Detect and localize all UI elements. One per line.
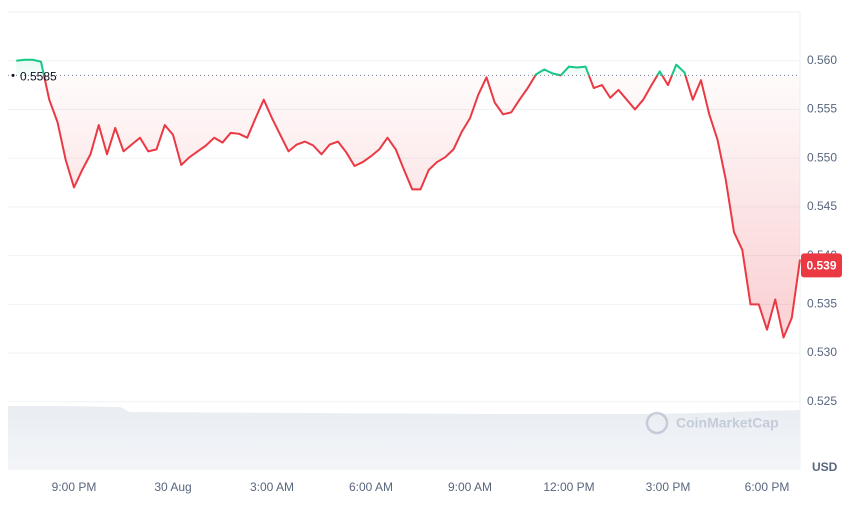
volume-area	[8, 406, 800, 470]
y-tick-label: 0.535	[807, 297, 837, 311]
y-tick-label: 0.560	[807, 53, 837, 67]
currency-label: USD	[812, 460, 838, 474]
current-price-badge	[801, 253, 842, 278]
x-tick-label: 6:00 AM	[349, 480, 393, 494]
price-area	[16, 59, 800, 338]
watermark: CoinMarketCap	[645, 411, 779, 435]
y-tick-label: 0.555	[807, 102, 837, 116]
watermark-text: CoinMarketCap	[676, 415, 779, 431]
y-tick-label: 0.550	[807, 150, 837, 164]
price-line	[16, 58, 801, 339]
watermark-logo	[645, 411, 669, 435]
x-tick-label: 30 Aug	[154, 480, 191, 494]
y-tick-label: 0.530	[807, 345, 837, 359]
current-price-label: 0.539	[806, 259, 836, 273]
y-tick-label: 0.545	[807, 199, 837, 213]
y-tick-label: 0.525	[807, 394, 837, 408]
x-tick-label: 12:00 PM	[543, 480, 594, 494]
plot	[8, 58, 801, 339]
x-tick-label: 3:00 AM	[250, 480, 294, 494]
reference-dot	[11, 73, 15, 77]
reference-label: 0.5585	[20, 70, 57, 84]
x-tick-label: 9:00 AM	[448, 480, 492, 494]
x-tick-label: 9:00 PM	[52, 480, 97, 494]
x-tick-label: 3:00 PM	[646, 480, 691, 494]
x-tick-label: 6:00 PM	[745, 480, 790, 494]
